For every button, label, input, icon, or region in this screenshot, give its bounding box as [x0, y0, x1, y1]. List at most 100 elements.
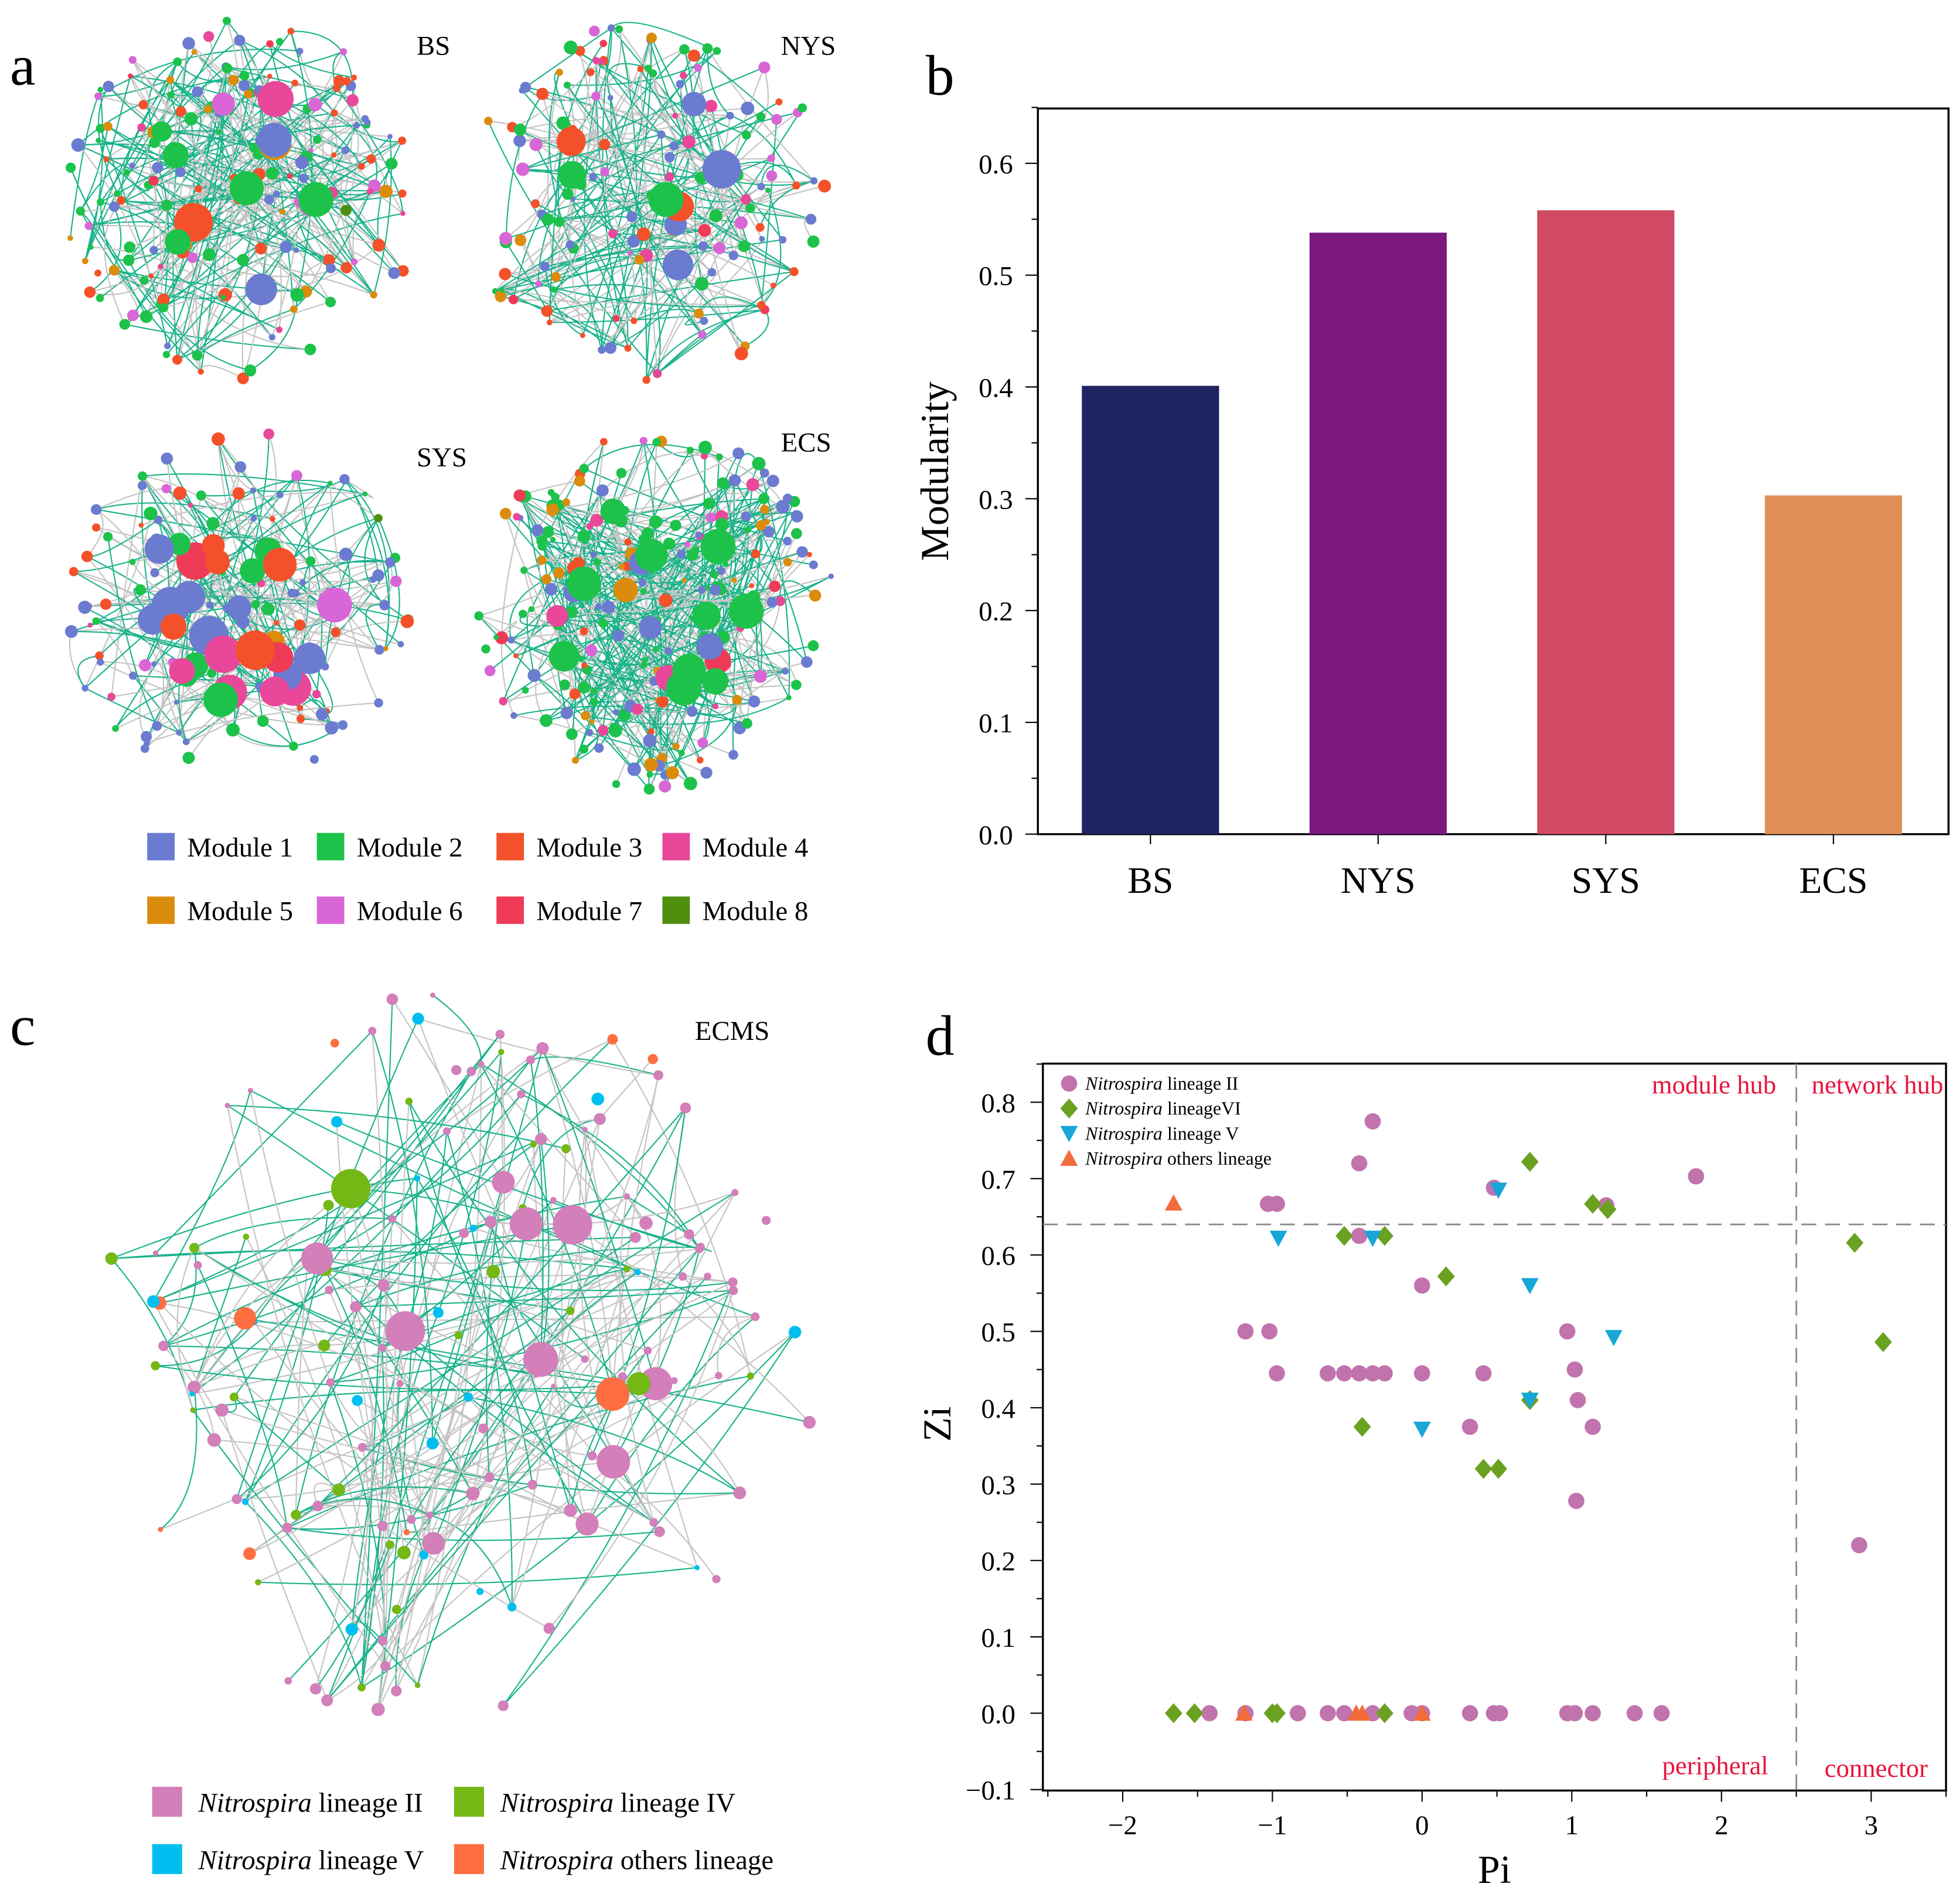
network-node — [69, 567, 79, 576]
network-node — [263, 428, 274, 440]
network-node — [635, 539, 668, 572]
network-node — [287, 173, 293, 179]
network-node — [618, 563, 625, 570]
network-node — [385, 557, 396, 568]
network-node — [412, 1012, 424, 1025]
network-node — [165, 229, 191, 255]
network-node — [309, 755, 319, 764]
network-node — [160, 613, 187, 640]
network-edge — [566, 667, 657, 714]
network-node — [78, 600, 91, 614]
network-node — [281, 1522, 292, 1533]
network-node — [294, 642, 326, 674]
module-legend-label: Module 8 — [703, 896, 809, 927]
network-edge — [618, 29, 742, 354]
data-point — [1461, 1418, 1478, 1435]
network-node — [232, 487, 245, 500]
network-node — [397, 641, 404, 648]
network-node — [97, 658, 104, 666]
network-node — [385, 1311, 425, 1351]
network-node — [400, 615, 414, 629]
network-edge — [139, 626, 175, 737]
network-node — [346, 94, 359, 107]
network-node — [623, 1193, 631, 1200]
network-node — [698, 441, 712, 455]
network-node — [733, 1486, 747, 1500]
data-point — [1336, 1365, 1352, 1382]
network-node — [391, 1605, 401, 1615]
network-edge — [612, 511, 677, 747]
data-point — [1626, 1705, 1643, 1722]
network-edge — [523, 506, 783, 571]
network-edge — [333, 112, 355, 262]
network-node — [493, 634, 499, 640]
network-edge — [272, 518, 401, 645]
network-node — [681, 91, 707, 117]
network-node — [581, 1355, 589, 1363]
network-node — [749, 583, 755, 589]
network-node — [340, 204, 352, 216]
network-node — [407, 1514, 416, 1524]
network-node — [323, 254, 335, 266]
network-edge — [384, 1101, 410, 1666]
network-node — [631, 318, 638, 325]
network-node — [648, 1054, 658, 1064]
network-node — [644, 757, 658, 772]
network-edge — [160, 1387, 197, 1530]
network-node — [333, 75, 345, 87]
network-edge — [521, 1093, 700, 1250]
network-node — [167, 91, 175, 99]
x-axis-label: Pi — [1478, 1847, 1511, 1892]
network-node — [700, 766, 713, 779]
lineage-genus: Nitrospira — [197, 1788, 311, 1818]
network-node — [224, 1103, 230, 1108]
network-node — [589, 173, 597, 181]
network-node — [546, 319, 553, 326]
network-node — [257, 715, 269, 727]
network-node — [798, 103, 807, 112]
network-node — [296, 47, 304, 54]
network-node — [148, 175, 159, 186]
network-node — [548, 640, 580, 672]
network-edge — [779, 580, 816, 602]
network-edge — [547, 115, 676, 220]
network-node — [372, 569, 384, 582]
network-node — [782, 667, 789, 675]
network-edge — [250, 295, 298, 371]
y-tick-label: 0.6 — [981, 1241, 1016, 1271]
network-edge — [539, 559, 567, 652]
network-edge — [511, 1118, 601, 1608]
network-node — [318, 1339, 330, 1352]
data-point — [1584, 1193, 1601, 1214]
network-node — [713, 242, 726, 254]
network-node — [672, 742, 680, 750]
network-node — [687, 49, 700, 62]
network-node — [96, 294, 104, 302]
network-node — [715, 1371, 723, 1380]
network-node — [550, 1197, 557, 1204]
network-edge — [496, 620, 517, 639]
network-edge — [525, 27, 612, 88]
network-edge — [268, 434, 277, 519]
network-edge — [317, 1107, 686, 1507]
network-node — [759, 468, 769, 478]
network-edge — [649, 40, 701, 179]
network-node — [387, 134, 393, 139]
legend-marker — [1060, 1125, 1078, 1142]
network-node — [627, 234, 640, 248]
network-edge — [307, 1093, 522, 1263]
network-node — [175, 106, 186, 117]
network-edge — [511, 1268, 628, 1608]
lineage-legend-swatch — [152, 1844, 182, 1874]
legend-label: Nitrospira others lineage — [1085, 1148, 1272, 1169]
network-edge — [511, 633, 646, 660]
data-point — [1490, 1182, 1508, 1199]
network-node — [535, 1133, 547, 1145]
legend-label: Nitrospira lineageVI — [1085, 1098, 1241, 1119]
network-edge — [509, 578, 547, 640]
network-node — [486, 1264, 500, 1279]
network-node — [595, 603, 602, 611]
network-node — [541, 574, 552, 585]
network-edge — [541, 1048, 656, 1384]
network-edge — [505, 513, 567, 652]
